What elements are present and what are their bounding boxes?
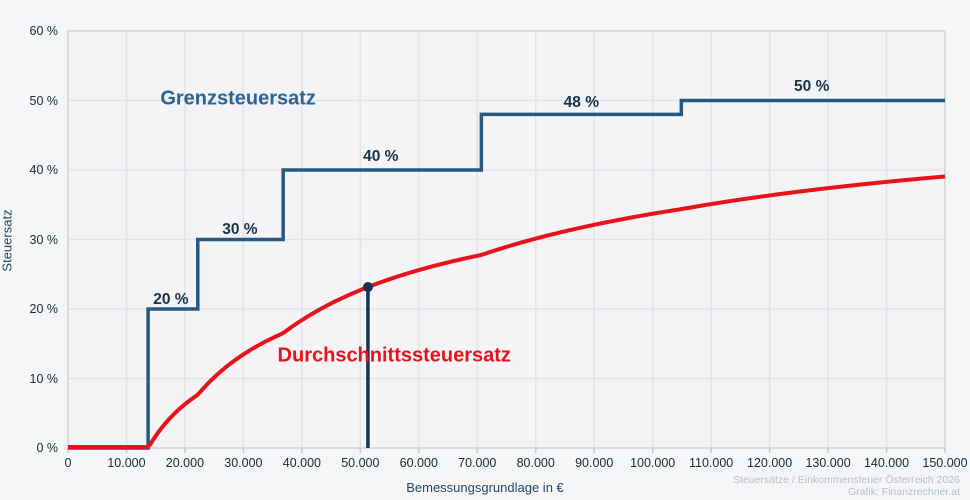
x-axis-title: Bemessungsgrundlage in € xyxy=(406,480,564,495)
marginal-rate-step-line xyxy=(68,98,945,450)
bracket-rate-label: 50 % xyxy=(794,78,830,96)
y-axis-title: Steuersatz xyxy=(0,209,15,272)
x-tick-label: 60.000 xyxy=(399,456,438,470)
durchschnittssteuersatz-label: Durchschnittssteuersatz xyxy=(277,344,511,367)
x-tick-label: 100.000 xyxy=(630,456,676,470)
bracket-rate-label: 30 % xyxy=(222,220,258,238)
x-tick-label: 120.000 xyxy=(747,456,793,470)
marker-dot xyxy=(362,282,373,293)
x-tick-label: 50.000 xyxy=(341,456,380,470)
y-tick-label: 30 % xyxy=(29,232,59,247)
x-tick-label: 10.000 xyxy=(107,456,146,470)
x-tick-label: 0 xyxy=(64,456,72,470)
x-tick-label: 30.000 xyxy=(224,456,263,470)
y-tick-label: 20 % xyxy=(29,302,59,316)
caption-credit: Grafik: Finanzrechner.at xyxy=(847,485,960,498)
y-tick-label: 60 % xyxy=(29,24,59,38)
bracket-rate-label: 40 % xyxy=(363,148,399,166)
x-tick-label: 70.000 xyxy=(458,456,497,470)
y-tick-label: 50 % xyxy=(29,93,59,108)
caption-source: Steuersätze / Einkommensteuer Österreich… xyxy=(732,474,960,486)
caption: Steuersätze / Einkommensteuer Österreich… xyxy=(732,474,960,498)
y-tick-label: 0 % xyxy=(36,441,58,455)
y-tick-label: 10 % xyxy=(29,371,59,386)
y-tick-label: 40 % xyxy=(29,163,59,177)
bracket-rate-label: 20 % xyxy=(153,290,189,308)
x-tick-label: 130.000 xyxy=(805,456,851,470)
x-tick-label: 90.000 xyxy=(575,456,614,470)
x-tick-label: 140.000 xyxy=(863,456,910,470)
grenzsteuersatz-label: Grenzsteuersatz xyxy=(160,87,316,110)
x-tick-label: 80.000 xyxy=(516,456,555,470)
x-tick-label: 20.000 xyxy=(165,456,205,470)
x-tick-label: 110.000 xyxy=(688,456,734,470)
average-rate-curve xyxy=(68,174,946,449)
bracket-rate-label: 48 % xyxy=(563,94,599,112)
plot-border xyxy=(67,30,946,449)
x-tick-label: 150.000 xyxy=(922,456,968,470)
x-tick-label: 40.000 xyxy=(282,456,321,470)
